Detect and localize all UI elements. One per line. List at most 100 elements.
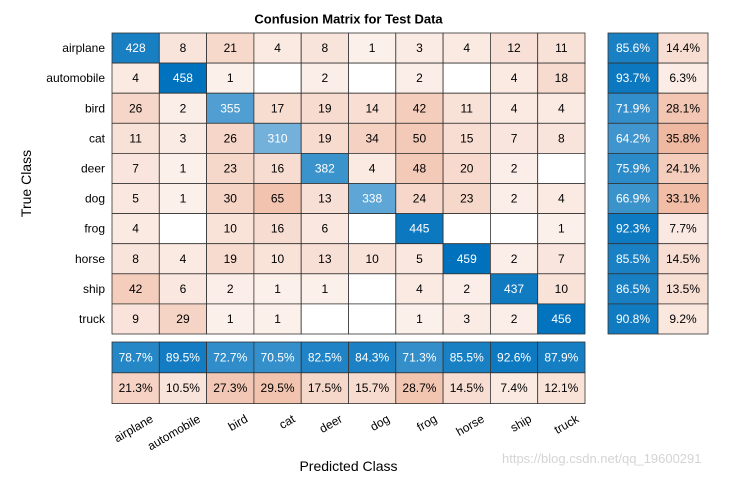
column-summary-incorrect-value: 27.3% bbox=[213, 381, 247, 395]
matrix-cell-value: 19 bbox=[224, 252, 238, 266]
column-summary-incorrect-value: 28.7% bbox=[402, 381, 436, 395]
matrix-cell-value: 34 bbox=[365, 131, 379, 145]
matrix-cell-value: 23 bbox=[460, 192, 474, 206]
row-summary-correct-value: 75.9% bbox=[616, 161, 650, 175]
matrix-cell-value: 338 bbox=[362, 192, 382, 206]
matrix-cell-value: 26 bbox=[224, 131, 238, 145]
matrix-cell-value: 11 bbox=[129, 131, 142, 145]
y-tick-label: deer bbox=[81, 161, 105, 175]
column-summary-correct-value: 82.5% bbox=[308, 350, 342, 364]
row-summary-correct-cell bbox=[607, 152, 659, 184]
row-summary-correct-cell bbox=[607, 213, 659, 245]
row-summary-incorrect-value: 9.2% bbox=[669, 312, 697, 326]
y-tick-label: frog bbox=[84, 222, 105, 236]
matrix-cell bbox=[537, 152, 586, 184]
matrix-cell-value: 4 bbox=[274, 41, 281, 55]
matrix-cell-value: 7 bbox=[132, 161, 139, 175]
matrix-cell-value: 437 bbox=[504, 282, 524, 296]
y-axis-label: True Class bbox=[18, 150, 34, 217]
column-summary-correct-value: 84.3% bbox=[355, 350, 389, 364]
matrix-cell-value: 5 bbox=[132, 192, 139, 206]
matrix-cell-value: 428 bbox=[126, 41, 146, 55]
row-summary-incorrect-cell bbox=[657, 92, 709, 124]
x-tick-label: horse bbox=[454, 412, 487, 439]
row-summary-correct-value: 86.5% bbox=[616, 282, 650, 296]
column-summary-incorrect-cell bbox=[348, 372, 397, 404]
matrix-cell bbox=[158, 243, 208, 275]
row-summary-correct-value: 85.5% bbox=[616, 252, 650, 266]
matrix-cell bbox=[206, 92, 255, 124]
row-summary-incorrect-cell bbox=[657, 32, 709, 64]
matrix-cell-value: 24 bbox=[413, 192, 427, 206]
matrix-cell bbox=[442, 303, 491, 335]
column-summary-incorrect-cell bbox=[300, 372, 349, 404]
matrix-cell-value: 6 bbox=[322, 222, 329, 236]
matrix-cell bbox=[253, 303, 302, 335]
x-axis-label: Predicted Class bbox=[299, 458, 397, 474]
matrix-cell-value: 11 bbox=[555, 41, 568, 55]
row-summary-incorrect-cell bbox=[657, 122, 709, 154]
matrix-cell-value: 12 bbox=[507, 41, 521, 55]
column-summary-correct-value: 89.5% bbox=[166, 350, 200, 364]
matrix-cell-value: 3 bbox=[463, 312, 470, 326]
matrix-cell-value: 11 bbox=[461, 101, 474, 115]
row-summary-correct-cell bbox=[607, 183, 659, 215]
column-summary-correct-value: 85.5% bbox=[450, 350, 484, 364]
matrix-cell-value: 29 bbox=[176, 312, 190, 326]
row-summary-incorrect-value: 24.1% bbox=[666, 161, 700, 175]
matrix-cell bbox=[348, 152, 397, 184]
matrix-cell bbox=[395, 273, 444, 305]
matrix-cell bbox=[158, 62, 208, 94]
column-summary-incorrect-value: 12.1% bbox=[544, 381, 578, 395]
matrix-cell bbox=[348, 303, 397, 335]
column-summary-incorrect-cell bbox=[395, 372, 444, 404]
row-summary-correct-value: 85.6% bbox=[616, 41, 650, 55]
chart-title: Confusion Matrix for Test Data bbox=[254, 12, 443, 27]
matrix-cell bbox=[348, 243, 397, 275]
matrix-cell bbox=[253, 122, 302, 154]
column-summary-incorrect-value: 29.5% bbox=[261, 381, 295, 395]
matrix-cell-value: 4 bbox=[558, 101, 565, 115]
matrix-cell-value: 1 bbox=[227, 312, 234, 326]
matrix-cell-value: 2 bbox=[511, 312, 518, 326]
matrix-cell-value: 355 bbox=[220, 101, 240, 115]
column-summary-incorrect-cell bbox=[111, 372, 160, 404]
matrix-cell-value: 8 bbox=[322, 41, 329, 55]
matrix-cell bbox=[442, 243, 491, 275]
y-tick-label: cat bbox=[89, 131, 106, 145]
matrix-cell-value: 310 bbox=[268, 131, 288, 145]
row-summary-correct-value: 93.7% bbox=[616, 71, 650, 85]
matrix-cell bbox=[537, 243, 586, 275]
y-tick-label: dog bbox=[85, 192, 105, 206]
watermark-text: https://blog.csdn.net/qq_19600291 bbox=[502, 451, 702, 466]
matrix-cell-value: 10 bbox=[365, 252, 379, 266]
matrix-cell bbox=[442, 152, 491, 184]
matrix-cell bbox=[442, 62, 491, 94]
matrix-cell bbox=[442, 213, 491, 245]
matrix-cell-value: 14 bbox=[365, 101, 379, 115]
row-summary-incorrect-value: 13.5% bbox=[666, 282, 700, 296]
matrix-cell-value: 1 bbox=[369, 41, 376, 55]
matrix-cell-value: 19 bbox=[318, 131, 332, 145]
matrix-cell-value: 8 bbox=[132, 252, 139, 266]
matrix-cell bbox=[158, 152, 208, 184]
row-summary-incorrect-cell bbox=[657, 273, 709, 305]
row-summary-incorrect-value: 14.4% bbox=[666, 41, 700, 55]
column-summary-correct-cell bbox=[253, 341, 302, 374]
row-summary-incorrect-value: 35.8% bbox=[666, 131, 700, 145]
matrix-cell bbox=[111, 92, 160, 124]
matrix-cell-value: 42 bbox=[413, 101, 427, 115]
matrix-cell-value: 2 bbox=[511, 192, 518, 206]
matrix-cell bbox=[489, 213, 539, 245]
row-summary-correct-value: 92.3% bbox=[616, 222, 650, 236]
matrix-cell-value: 10 bbox=[224, 222, 238, 236]
matrix-cell-value: 50 bbox=[413, 131, 427, 145]
matrix-cell-value: 4 bbox=[416, 282, 423, 296]
matrix-cell-value: 15 bbox=[460, 131, 474, 145]
matrix-cell-value: 4 bbox=[132, 71, 139, 85]
x-tick-label: automobile bbox=[145, 412, 203, 454]
matrix-cell bbox=[206, 32, 255, 64]
column-summary-correct-cell bbox=[111, 341, 160, 374]
matrix-cell bbox=[537, 303, 586, 335]
matrix-cell-value: 13 bbox=[318, 192, 332, 206]
